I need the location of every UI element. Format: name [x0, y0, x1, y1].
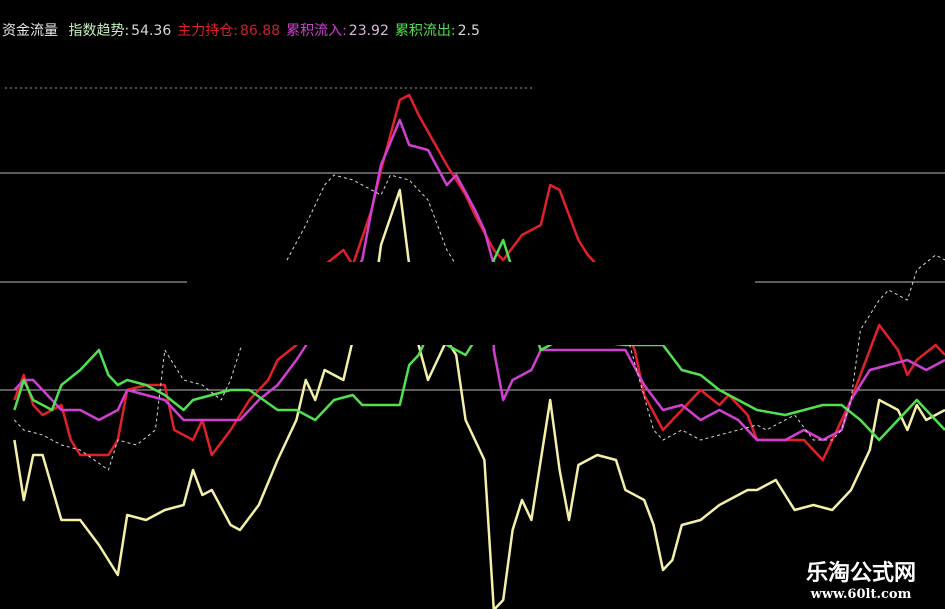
legend-label: 指数趋势: — [68, 23, 130, 39]
redaction-block — [187, 262, 755, 345]
legend-value: 23.92 — [348, 23, 389, 39]
chart-title: 资金流量 — [2, 23, 58, 39]
legend-value: 2.5 — [457, 23, 480, 39]
chart-legend: 资金流量 指数趋势: 54.36 主力持仓: 86.88 累积流入: 23.92 累积流出:… — [2, 20, 492, 40]
legend-value: 86.88 — [239, 23, 281, 39]
watermark: 乐淘公式网 www.60lt.com — [777, 551, 945, 609]
series-line-0 — [13, 188, 945, 609]
series-line-2 — [13, 118, 945, 442]
series-line-4 — [14, 174, 945, 471]
legend-value: 54.36 — [131, 23, 172, 39]
legend-label: 累积流入: — [286, 23, 347, 39]
series-line-1 — [13, 93, 945, 462]
legend-label: 主力持仓: — [177, 23, 238, 39]
legend-label: 累积流出: — [394, 23, 456, 39]
watermark-url: www.60lt.com — [810, 587, 912, 602]
watermark-name: 乐淘公式网 — [805, 561, 916, 586]
